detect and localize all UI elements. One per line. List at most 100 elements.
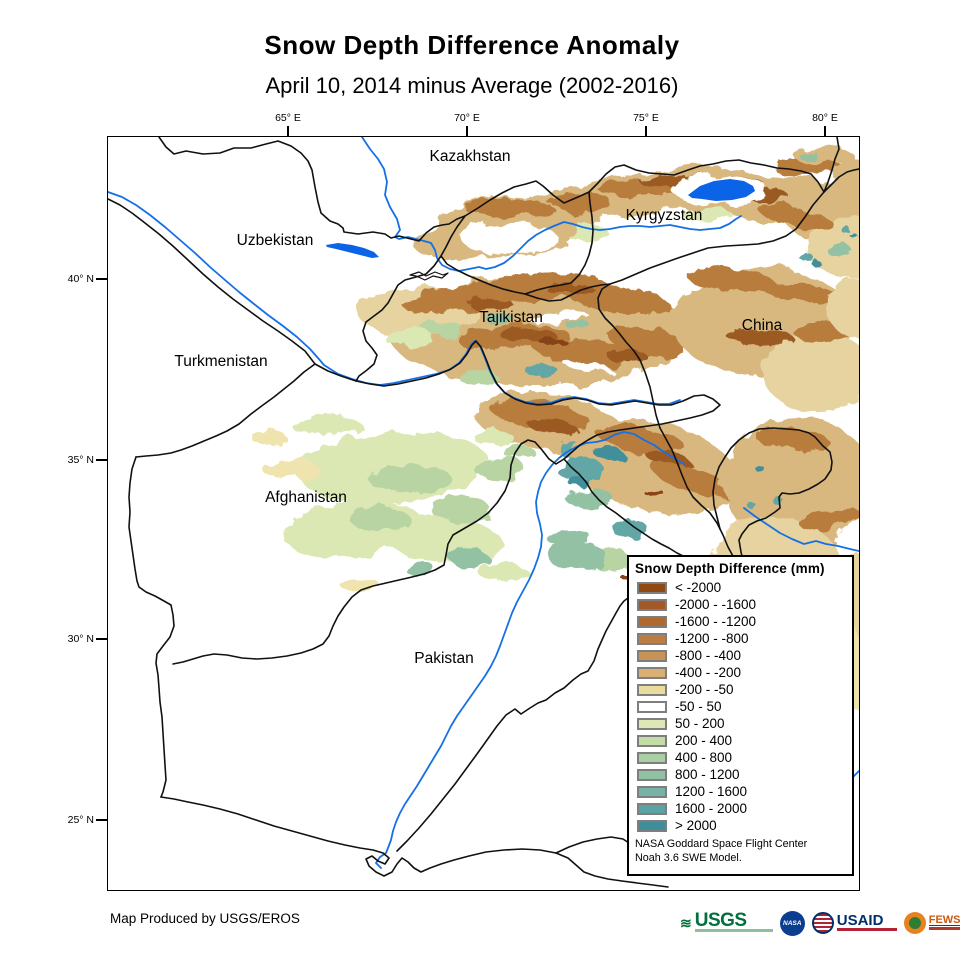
country-label-kazakhstan: Kazakhstan [429,148,511,165]
lat-tick-25n [96,819,107,821]
legend-row: 800 - 1200 [637,766,852,783]
nasa-meatball-icon: NASA [779,910,805,936]
lat-tick-40n [96,278,107,280]
legend-row: 1600 - 2000 [637,800,852,817]
legend-label: 1600 - 2000 [675,801,748,816]
legend-swatch [637,802,667,815]
lon-tick-65e [287,126,289,136]
lake-issyk-kul [688,179,755,201]
legend-swatch [637,598,667,611]
lake-aydar-kul [326,243,379,258]
legend-swatch [637,581,667,594]
legend-row: -1600 - -1200 [637,613,852,630]
lat-tick-30n [96,638,107,640]
usgs-logo: ≋ USGS [680,910,773,932]
legend-label: -1600 - -1200 [675,614,757,629]
river-indus [375,431,685,869]
legend-row: 1200 - 1600 [637,783,852,800]
legend-swatch [637,632,667,645]
legend-swatch [637,785,667,798]
legend-row: -1200 - -800 [637,630,852,647]
river-sutlej [743,507,859,552]
legend-swatch [637,751,667,764]
usaid-tagline-bar [836,928,897,931]
legend-label: -200 - -50 [675,682,734,697]
fews-globe-icon [903,912,926,934]
lon-tick-label-70e: 70° E [454,112,480,124]
river-syr-darya [361,137,742,272]
legend-swatch [637,700,667,713]
legend-label: -50 - 50 [675,699,722,714]
legend-note-line1: NASA Goddard Space Flight Center [635,838,808,850]
legend-row: 400 - 800 [637,749,852,766]
footer-logos: ≋ USGS NASA USAID FEWS NET [680,906,960,940]
legend-swatch [637,717,667,730]
legend-label: -400 - -200 [675,665,742,680]
lat-tick-label-40n: 40° N [67,273,94,285]
country-label-tajikistan: Tajikistan [479,309,543,326]
map-subtitle: April 10, 2014 minus Average (2002-2016) [265,73,679,98]
country-label-turkmenistan: Turkmenistan [174,353,268,370]
usgs-logo-text: USGS [694,910,747,931]
lat-tick-35n [96,459,107,461]
fews-net-logo: FEWS NET [903,912,960,934]
country-label-pakistan: Pakistan [414,650,474,667]
legend-rows: < -2000 -2000 - -1600 -1600 - -1200 -120… [637,579,852,834]
legend-swatch [637,734,667,747]
usaid-logo-text: USAID [836,912,884,929]
legend-row: > 2000 [637,817,852,834]
legend-label: 50 - 200 [675,716,725,731]
legend-label: -800 - -400 [675,648,742,663]
lakes-layer [326,179,755,258]
usgs-wave-icon: ≋ [680,914,692,931]
lat-tick-label-25n: 25° N [67,814,94,826]
country-label-uzbekistan: Uzbekistan [236,232,314,249]
legend-swatch [637,615,667,628]
legend-row: -50 - 50 [637,698,852,715]
legend-label: 800 - 1200 [675,767,740,782]
lon-tick-80e [824,126,826,136]
fews-net-tagline-bar [928,927,960,930]
legend-label: 200 - 400 [675,733,733,748]
lon-tick-label-75e: 75° E [633,112,659,124]
legend-swatch [637,768,667,781]
legend-label: > 2000 [675,818,717,833]
map-credit: Map Produced by USGS/EROS [110,911,300,926]
legend-swatch [637,666,667,679]
legend-row: < -2000 [637,579,852,596]
map-legend: Snow Depth Difference (mm) < -2000 -2000… [627,555,854,876]
legend-swatch [637,683,667,696]
map-title: Snow Depth Difference Anomaly [264,30,680,60]
legend-swatch [637,649,667,662]
usaid-seal-icon [811,912,834,934]
legend-note-line2: Noah 3.6 SWE Model. [635,852,742,864]
legend-note: NASA Goddard Space Flight Center Noah 3.… [635,837,852,865]
lat-tick-label-30n: 30° N [67,633,94,645]
legend-row: -800 - -400 [637,647,852,664]
legend-label: -2000 - -1600 [675,597,757,612]
usaid-logo: USAID [811,912,897,934]
legend-row: -2000 - -1600 [637,596,852,613]
country-label-afghanistan: Afghanistan [265,489,347,506]
lon-tick-70e [466,126,468,136]
nasa-logo: NASA [779,910,805,936]
usgs-tagline-bar [694,929,773,932]
country-label-kyrgyzstan: Kyrgyzstan [625,207,703,224]
legend-row: -400 - -200 [637,664,852,681]
legend-label: -1200 - -800 [675,631,749,646]
fews-net-logo-text: FEWS NET [928,915,960,926]
legend-row: -200 - -50 [637,681,852,698]
lon-tick-label-65e: 65° E [275,112,301,124]
legend-title: Snow Depth Difference (mm) [635,561,825,576]
legend-swatch [637,819,667,832]
borders-layer [108,137,859,888]
lon-tick-75e [645,126,647,136]
legend-row: 50 - 200 [637,715,852,732]
legend-row: 200 - 400 [637,732,852,749]
legend-label: < -2000 [675,580,722,595]
legend-label: 400 - 800 [675,750,733,765]
country-label-china: China [741,317,783,334]
legend-label: 1200 - 1600 [675,784,748,799]
lon-tick-label-80e: 80° E [812,112,838,124]
